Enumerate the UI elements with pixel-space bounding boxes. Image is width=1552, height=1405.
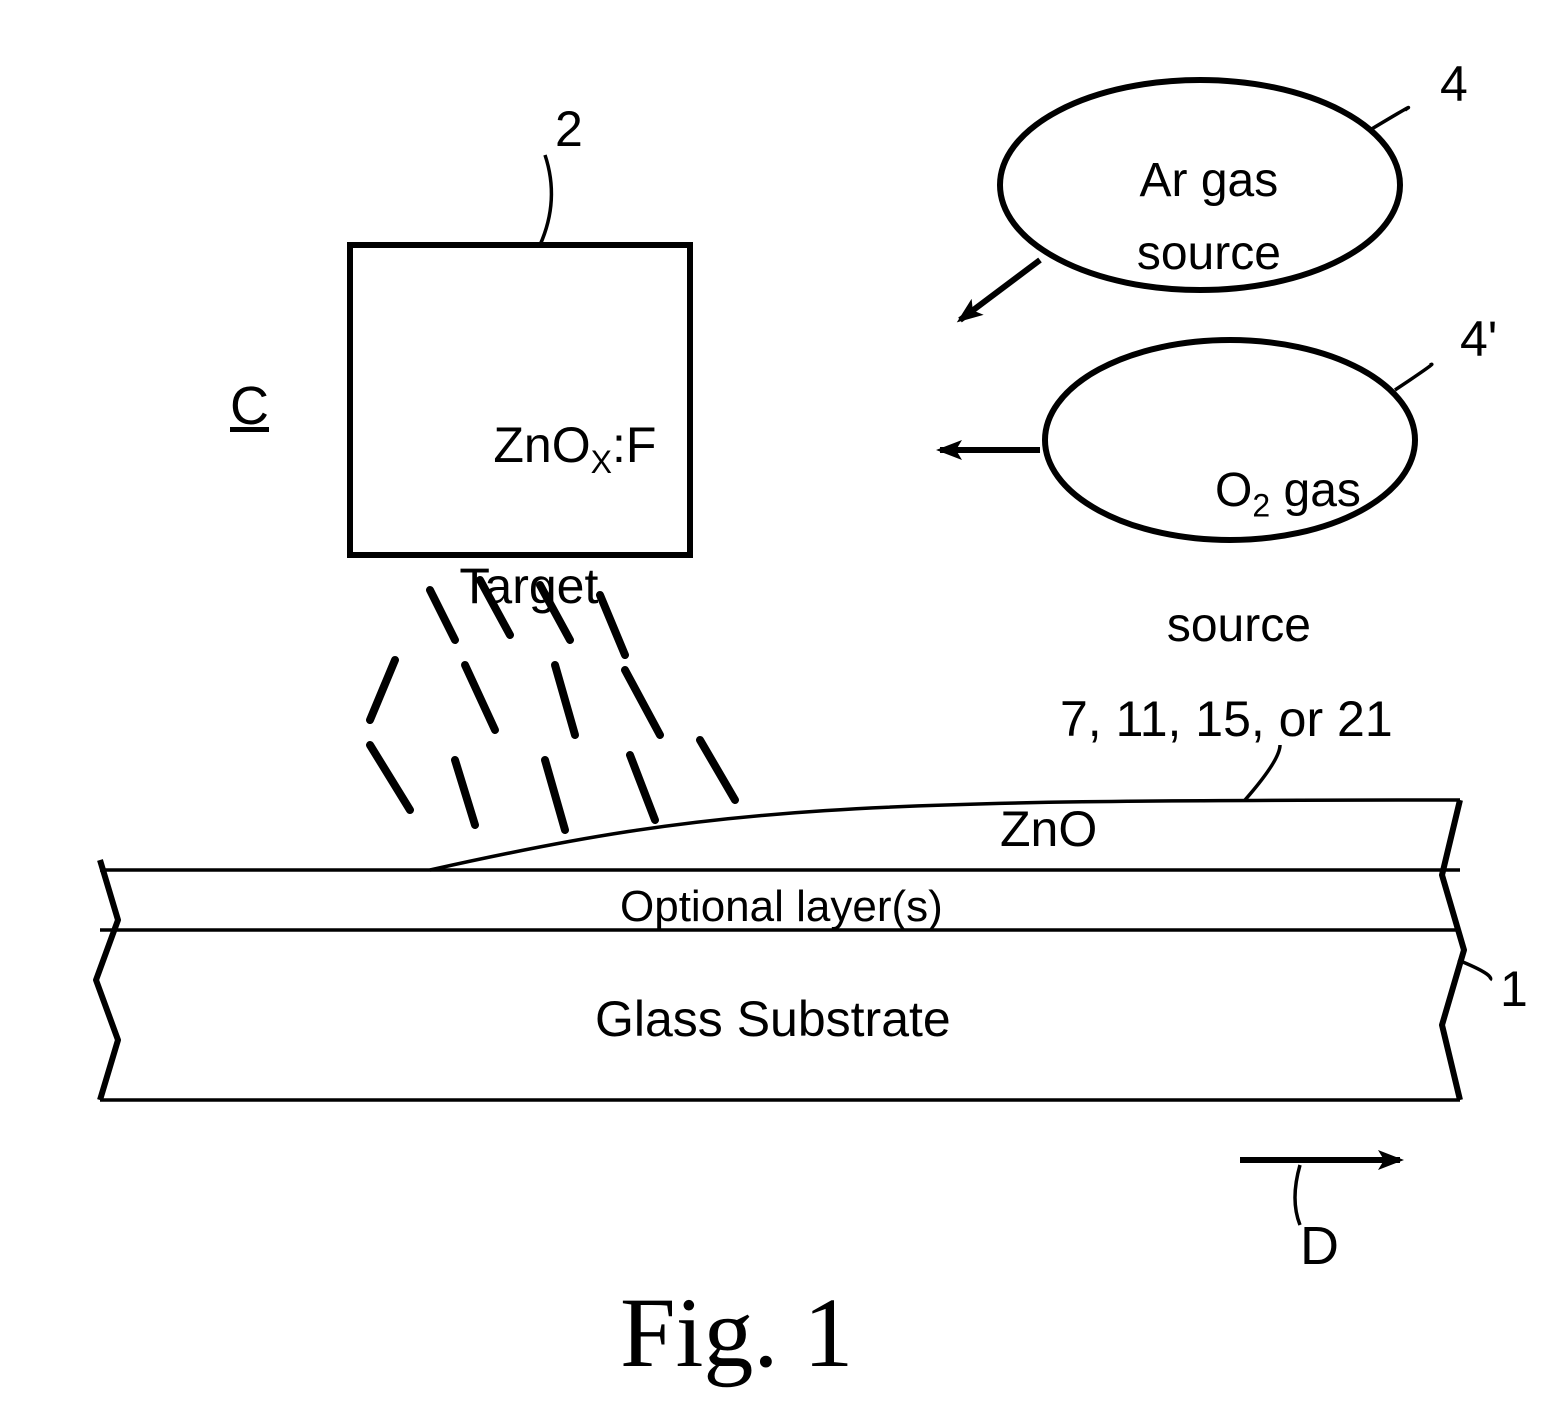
sputter-dash	[465, 665, 495, 730]
ar-leader	[1370, 108, 1408, 131]
glass-leader	[1458, 960, 1491, 980]
o2-prefix: O	[1215, 464, 1252, 517]
direction-label: D	[1300, 1215, 1339, 1277]
sputter-dash	[625, 670, 660, 735]
ar-arrow	[960, 260, 1040, 320]
zno-top-curve	[430, 800, 1460, 870]
sputter-dash	[555, 665, 575, 735]
zno-layer-label: ZnO	[1000, 800, 1097, 858]
callout-4p: 4'	[1460, 310, 1497, 368]
chamber-label: C	[230, 375, 269, 437]
diagram-stage: ZnOX:F Target 2 C Ar gas source O2 gas s…	[0, 0, 1552, 1405]
optional-layer-label: Optional layer(s)	[620, 882, 943, 932]
glass-layer-label: Glass Substrate	[595, 990, 951, 1048]
sputter-dash	[370, 660, 395, 720]
ar-line2: source	[1137, 227, 1281, 280]
target-label-tail: :F	[612, 417, 656, 473]
o2-line2: source	[1167, 599, 1311, 652]
figure-caption: Fig. 1	[620, 1275, 853, 1390]
o2-gas-label: O2 gas source	[1135, 390, 1325, 671]
sputter-dash	[455, 760, 475, 825]
o2-tail: gas	[1270, 464, 1361, 517]
zno-leader	[1245, 745, 1280, 800]
o2-sub: 2	[1252, 488, 1270, 524]
target-label-line2: Target	[459, 558, 598, 614]
sputter-dash	[370, 745, 410, 810]
zno-callout-text: 7, 11, 15, or 21	[1060, 690, 1393, 748]
ar-line1: Ar gas	[1140, 154, 1279, 207]
target-label-sub: X	[591, 444, 612, 480]
break-right	[1442, 800, 1464, 1100]
callout-1: 1	[1500, 960, 1528, 1018]
ar-gas-label: Ar gas source	[1105, 135, 1295, 299]
sputter-dash	[545, 760, 565, 830]
target-callout-num: 2	[555, 100, 583, 158]
callout-4: 4	[1440, 55, 1468, 113]
target-label: ZnOX:F Target	[410, 340, 630, 633]
sputter-dash	[630, 755, 655, 820]
break-left	[96, 860, 118, 1100]
o2-leader	[1395, 364, 1432, 390]
sputter-dash	[700, 740, 735, 800]
target-leader	[540, 155, 551, 245]
target-label-zno: ZnO	[493, 417, 590, 473]
